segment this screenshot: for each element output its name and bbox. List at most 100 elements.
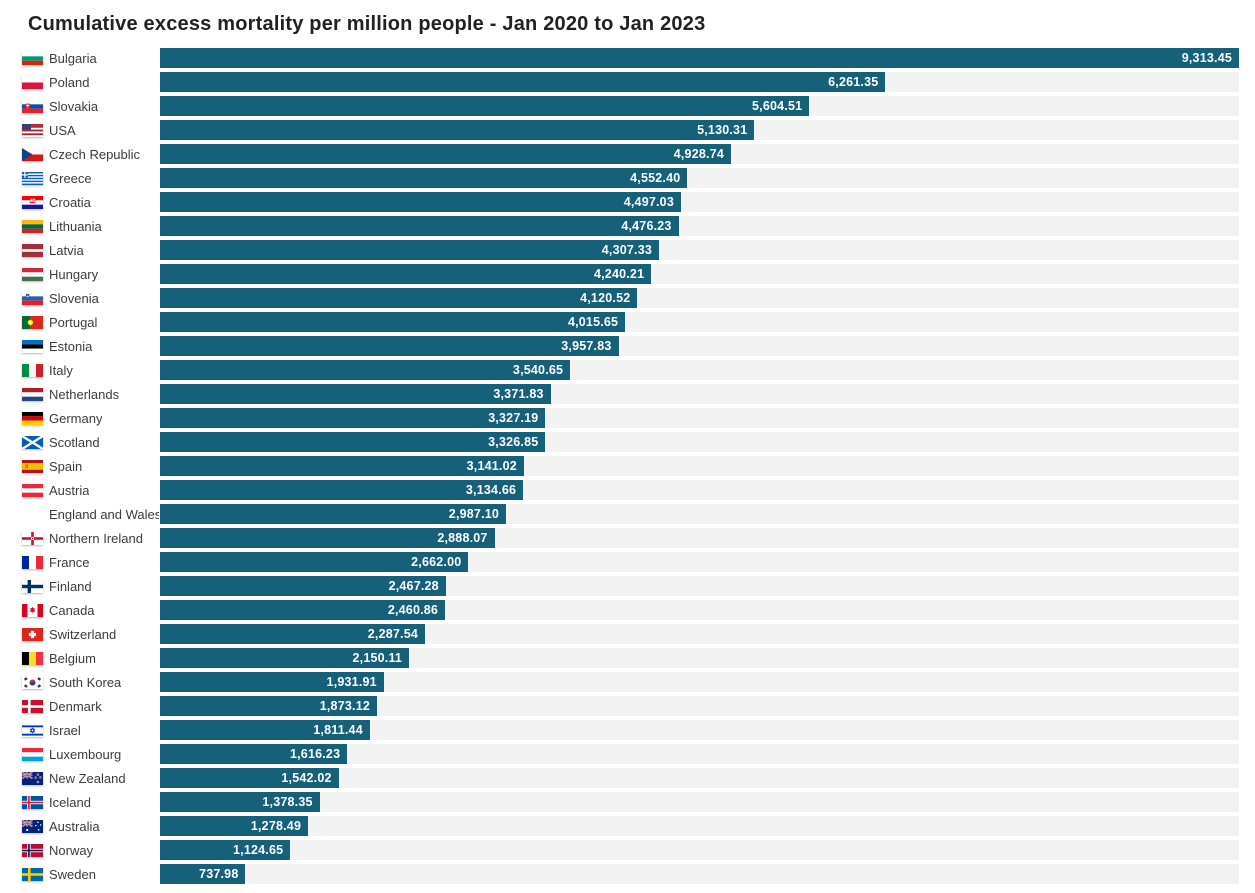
bar[interactable]: 1,873.12 [160, 696, 377, 716]
bar-value-label: 5,604.51 [752, 99, 803, 113]
bar-value-label: 5,130.31 [697, 123, 748, 137]
bar-value-label: 4,552.40 [630, 171, 681, 185]
country-label: Finland [49, 578, 92, 594]
bar[interactable]: 2,662.00 [160, 552, 469, 572]
row-label-column: France [0, 555, 160, 570]
bar[interactable]: 5,604.51 [160, 96, 810, 116]
bar[interactable]: 1,124.65 [160, 840, 291, 860]
bar-value-label: 4,497.03 [623, 195, 674, 209]
chart-row: Israel 1,811.44 [0, 718, 1255, 742]
bar-value-label: 2,987.10 [448, 507, 500, 521]
bar[interactable]: 4,552.40 [160, 168, 688, 188]
bar-track: 4,552.40 [160, 168, 1239, 188]
bar-track: 1,542.02 [160, 768, 1239, 788]
flag-iceland-icon [22, 795, 43, 809]
bar-value-label: 6,261.35 [828, 75, 879, 89]
country-label: Croatia [49, 194, 91, 210]
bar[interactable]: 3,134.66 [160, 480, 524, 500]
bar-track: 4,476.23 [160, 216, 1239, 236]
bar[interactable]: 2,460.86 [160, 600, 446, 620]
bar-value-label: 4,307.33 [601, 243, 653, 257]
bar[interactable]: 3,540.65 [160, 360, 571, 380]
flag-germany-icon [22, 411, 43, 425]
bar[interactable]: 1,811.44 [160, 720, 370, 740]
bar[interactable]: 6,261.35 [160, 72, 886, 92]
flag-austria-icon [22, 483, 43, 497]
country-label: Iceland [49, 794, 91, 810]
bar[interactable]: 3,327.19 [160, 408, 546, 428]
row-label-column: Switzerland [0, 627, 160, 642]
bar[interactable]: 2,987.10 [160, 504, 507, 524]
bar[interactable]: 1,378.35 [160, 792, 320, 812]
bar[interactable]: 2,467.28 [160, 576, 446, 596]
country-label: Norway [49, 842, 94, 858]
bar[interactable]: 2,888.07 [160, 528, 495, 548]
bar[interactable]: 4,928.74 [160, 144, 731, 164]
chart-row: Denmark 1,873.12 [0, 694, 1255, 718]
bar[interactable]: 2,287.54 [160, 624, 426, 644]
bar-chart: Bulgaria 9,313.45 Poland 6,261.35 Slovak… [0, 46, 1255, 886]
bar[interactable]: 3,371.83 [160, 384, 551, 404]
chart-row: Slovenia 4,120.52 [0, 286, 1255, 310]
row-label-column: Sweden [0, 867, 160, 882]
country-label: Northern Ireland [49, 530, 143, 546]
flag-czech-republic-icon [22, 147, 43, 161]
bar[interactable]: 1,542.02 [160, 768, 339, 788]
row-label-column: Belgium [0, 651, 160, 666]
row-label-column: Slovenia [0, 291, 160, 306]
country-label: Slovakia [49, 98, 99, 114]
bar[interactable]: 1,931.91 [160, 672, 384, 692]
bar-track: 3,134.66 [160, 480, 1239, 500]
bar-track: 3,957.83 [160, 336, 1239, 356]
chart-row: Norway 1,124.65 [0, 838, 1255, 862]
bar-track: 4,015.65 [160, 312, 1239, 332]
country-label: Netherlands [49, 386, 120, 402]
bar-track: 1,124.65 [160, 840, 1239, 860]
bar[interactable]: 1,278.49 [160, 816, 309, 836]
bar[interactable]: 2,150.11 [160, 648, 410, 668]
row-label-column: Latvia [0, 243, 160, 258]
bar-track: 2,287.54 [160, 624, 1239, 644]
flag-israel-icon [22, 723, 43, 737]
country-label: New Zealand [49, 770, 126, 786]
bar[interactable]: 737.98 [160, 864, 246, 884]
bar[interactable]: 4,120.52 [160, 288, 638, 308]
row-label-column: Bulgaria [0, 51, 160, 66]
flag-poland-icon [22, 75, 43, 89]
row-label-column: Slovakia [0, 99, 160, 114]
row-label-column: Czech Republic [0, 147, 160, 162]
bar-track: 2,460.86 [160, 600, 1239, 620]
bar-track: 1,378.35 [160, 792, 1239, 812]
bar-track: 5,130.31 [160, 120, 1239, 140]
row-label-column: Hungary [0, 267, 160, 282]
row-label-column: Croatia [0, 195, 160, 210]
bar[interactable]: 9,313.45 [160, 48, 1239, 68]
bar[interactable]: 4,476.23 [160, 216, 679, 236]
bar-value-label: 2,150.11 [352, 651, 403, 665]
bar[interactable]: 1,616.23 [160, 744, 348, 764]
chart-row: Spain 3,141.02 [0, 454, 1255, 478]
bar-value-label: 1,616.23 [289, 747, 341, 761]
bar[interactable]: 3,957.83 [160, 336, 619, 356]
country-label: Sweden [49, 866, 96, 882]
bar-value-label: 2,662.00 [411, 555, 462, 569]
bar-value-label: 737.98 [199, 867, 239, 881]
flag-switzerland-icon [22, 627, 43, 641]
bar-track: 4,928.74 [160, 144, 1239, 164]
bar-value-label: 1,811.44 [313, 723, 363, 737]
bar[interactable]: 4,307.33 [160, 240, 660, 260]
bar[interactable]: 4,240.21 [160, 264, 652, 284]
bar[interactable]: 5,130.31 [160, 120, 755, 140]
flag-estonia-icon [22, 339, 43, 353]
flag-luxembourg-icon [22, 747, 43, 761]
flag-finland-icon [22, 579, 43, 593]
country-label: Switzerland [49, 626, 117, 642]
chart-row: Luxembourg 1,616.23 [0, 742, 1255, 766]
chart-row: USA 5,130.31 [0, 118, 1255, 142]
flag-canada-icon [22, 603, 43, 617]
bar[interactable]: 3,326.85 [160, 432, 546, 452]
bar[interactable]: 4,497.03 [160, 192, 681, 212]
bar[interactable]: 3,141.02 [160, 456, 524, 476]
bar[interactable]: 4,015.65 [160, 312, 626, 332]
bar-track: 2,662.00 [160, 552, 1239, 572]
